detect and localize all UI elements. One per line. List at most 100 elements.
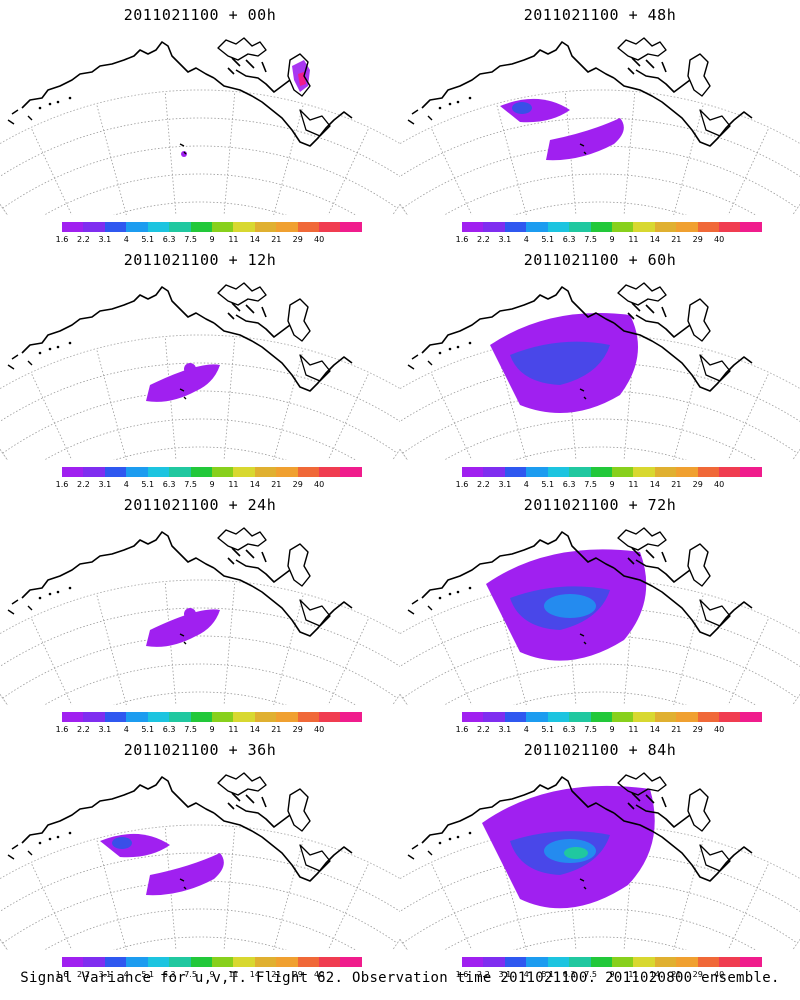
colorbar-label: 1.6	[455, 725, 469, 734]
colorbar-swatch	[190, 712, 212, 722]
colorbar-swatch	[462, 467, 484, 477]
colorbar-label: 40	[714, 725, 725, 734]
colorbar-label: 29	[692, 725, 703, 734]
colorbar-label: 7.5	[184, 970, 197, 979]
panel-title: 2011021100 + 36h	[123, 741, 277, 759]
colorbar-label: 5.1	[541, 970, 555, 979]
figure-caption: Signal Variance for u,v,T. Flight 62. Ob…	[20, 970, 780, 986]
signal-field	[146, 608, 220, 647]
colorbar-label: 29	[692, 480, 703, 489]
colorbar-swatch	[62, 712, 84, 722]
colorbar-swatch	[126, 467, 148, 477]
colorbar-swatch	[547, 467, 570, 477]
colorbar-swatch	[340, 467, 362, 477]
colorbar-swatch	[526, 222, 548, 232]
colorbar-label: 2.2	[77, 970, 90, 979]
graticule	[0, 334, 400, 460]
forecast-panel-72h: 2011021100 + 72h 1.6 2.2 3.1 4 5.1 6.3 7.5 9 11 14…	[400, 490, 800, 735]
colorbar-label: 14	[649, 480, 660, 489]
colorbar-label: 6.3	[162, 235, 176, 244]
colorbar-label: 3.1	[98, 235, 112, 244]
colorbar-label: 11	[628, 235, 639, 244]
colorbar-swatch	[319, 467, 341, 477]
colorbar-swatch	[633, 222, 655, 232]
colorbar-swatch	[104, 222, 127, 232]
colorbar-label: 3.1	[498, 725, 512, 734]
colorbar-swatch	[211, 712, 234, 722]
colorbar-label: 40	[314, 480, 325, 489]
colorbar-swatch	[547, 222, 570, 232]
colorbar-swatch	[254, 957, 277, 967]
panel-title: 2011021100 + 84h	[523, 741, 677, 759]
colorbar-swatch	[233, 222, 255, 232]
colorbar-label: 14	[649, 235, 660, 244]
map-boundary	[0, 579, 400, 705]
colorbar-label: 6.3	[162, 970, 176, 979]
colorbar-swatch	[633, 467, 655, 477]
forecast-panel-60h: 2011021100 + 60h 1.6 2.2 3.1 4 5.1 6.3 7.5 9 11 14…	[400, 245, 800, 490]
colorbar-swatch	[126, 712, 148, 722]
colorbar-label: 9	[209, 480, 215, 489]
colorbar-label: 6.3	[562, 235, 576, 244]
colorbar-label: 29	[292, 480, 303, 489]
colorbar-swatch	[504, 222, 527, 232]
colorbar-label: 7.5	[584, 235, 597, 244]
colorbar-swatch	[297, 712, 320, 722]
colorbar-swatch	[190, 222, 212, 232]
colorbar	[62, 222, 362, 232]
colorbar-swatch	[147, 957, 170, 967]
colorbar-swatch	[62, 467, 84, 477]
colorbar-label: 21	[671, 480, 682, 489]
colorbar-swatch	[719, 712, 741, 722]
colorbar-swatch	[633, 957, 655, 967]
colorbar-swatch	[340, 712, 362, 722]
colorbar-swatch	[319, 222, 341, 232]
colorbar-label: 2.2	[477, 480, 490, 489]
colorbar-swatch	[504, 467, 527, 477]
colorbar-swatch	[504, 712, 527, 722]
colorbar-label: 7.5	[584, 725, 597, 734]
colorbar-label: 6.3	[162, 725, 176, 734]
colorbar-label: 1.6	[455, 235, 469, 244]
polar-map	[0, 37, 400, 215]
colorbar-label: 4	[123, 480, 129, 489]
colorbar-labels: 1.6 2.2 3.1 4 5.1 6.3 7.5 9 11 14 21 29 40	[454, 970, 774, 980]
colorbar-label: 9	[609, 970, 615, 979]
forecast-panel-00h: 2011021100 + 00h 1.6 2.2 3.1 4 5.1 6.3 7.5 9 11 14…	[0, 0, 400, 245]
colorbar-swatch	[233, 957, 255, 967]
colorbar-swatch	[297, 957, 320, 967]
graticule	[0, 579, 400, 705]
colorbar-label: 40	[314, 970, 325, 979]
colorbar-swatch	[590, 222, 612, 232]
colorbar	[462, 957, 762, 967]
colorbar-swatch	[504, 957, 527, 967]
colorbar-swatch	[719, 467, 741, 477]
graticule	[400, 89, 800, 215]
panel-title: 2011021100 + 60h	[523, 251, 677, 269]
colorbar-label: 7.5	[184, 480, 197, 489]
colorbar-swatch	[211, 467, 234, 477]
colorbar-swatch	[697, 467, 720, 477]
colorbar-swatch	[654, 222, 677, 232]
colorbar-label: 5.1	[141, 480, 155, 489]
colorbar-swatch	[276, 957, 298, 967]
panel-title: 2011021100 + 72h	[523, 496, 677, 514]
colorbar-swatch	[233, 467, 255, 477]
colorbar-label: 2.2	[77, 725, 90, 734]
colorbar-swatch	[62, 957, 84, 967]
colorbar-label: 21	[271, 725, 282, 734]
colorbar-label: 9	[209, 725, 215, 734]
colorbar-swatch	[297, 222, 320, 232]
colorbar-label: 2.2	[77, 480, 90, 489]
colorbar-swatch	[169, 712, 191, 722]
colorbar-swatch	[147, 222, 170, 232]
colorbar-label: 11	[228, 970, 239, 979]
colorbar-labels: 1.6 2.2 3.1 4 5.1 6.3 7.5 9 11 14 21 29 40	[54, 725, 374, 735]
colorbar-label: 1.6	[55, 970, 69, 979]
colorbar-swatch	[676, 712, 698, 722]
colorbar-label: 3.1	[98, 725, 112, 734]
colorbar-swatch	[590, 467, 612, 477]
colorbar-swatch	[462, 712, 484, 722]
colorbar-label: 1.6	[455, 970, 469, 979]
colorbar-swatch	[190, 467, 212, 477]
